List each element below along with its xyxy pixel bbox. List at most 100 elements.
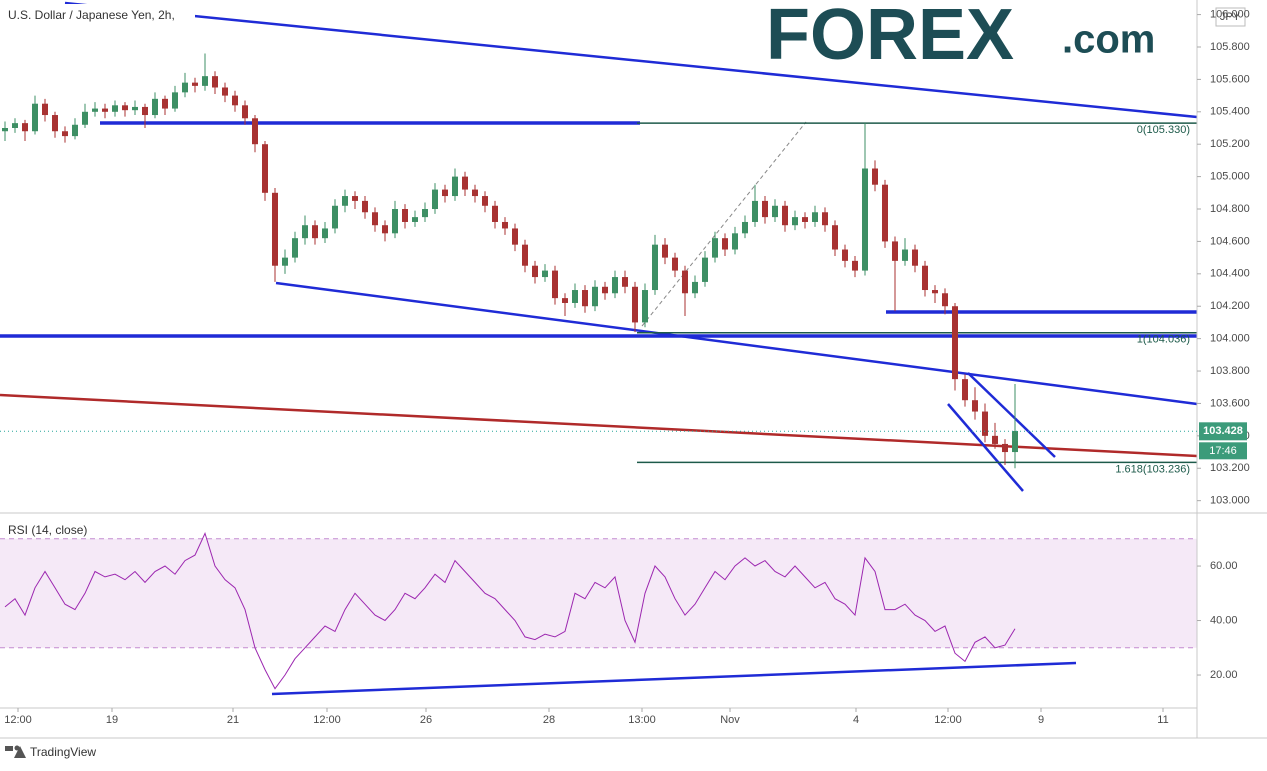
candle-body xyxy=(482,196,488,206)
candle-body xyxy=(642,290,648,323)
candle-body xyxy=(902,249,908,261)
candle-body xyxy=(942,293,948,307)
candle-body xyxy=(82,111,88,125)
y-tick-label: 103.200 xyxy=(1210,462,1250,474)
candle-body xyxy=(622,277,628,287)
candle-body xyxy=(272,192,278,266)
candle-body xyxy=(872,168,878,185)
candle-body xyxy=(262,144,268,193)
last-price-label: 103.428 xyxy=(1203,425,1243,437)
candle-body xyxy=(182,82,188,93)
candle-body xyxy=(592,286,598,307)
candle-body xyxy=(762,200,768,218)
candle-body xyxy=(952,306,958,380)
y-tick-label: 105.400 xyxy=(1210,106,1250,118)
y-tick-label: 104.600 xyxy=(1210,235,1250,247)
candle-body xyxy=(422,209,428,218)
candle-body xyxy=(442,189,448,197)
candle-body xyxy=(702,257,708,282)
candle-body xyxy=(192,82,198,86)
candle-body xyxy=(772,205,778,218)
candle-body xyxy=(382,225,388,234)
x-tick-label: 26 xyxy=(420,714,432,726)
y-tick-label: 20.00 xyxy=(1210,669,1238,681)
x-tick-label: 28 xyxy=(543,714,555,726)
candle-body xyxy=(602,286,608,294)
y-tick-label: 40.00 xyxy=(1210,614,1238,626)
candle-body xyxy=(222,87,228,96)
candle-body xyxy=(132,106,138,111)
candle-body xyxy=(142,106,148,116)
candle-body xyxy=(972,400,978,412)
candle-body xyxy=(452,176,458,197)
candle-body xyxy=(682,270,688,294)
candle-body xyxy=(892,241,898,261)
candle-body xyxy=(1012,430,1018,453)
candle-body xyxy=(632,286,638,323)
y-tick-label: 103.600 xyxy=(1210,397,1250,409)
trendline xyxy=(64,1,1198,119)
candle-body xyxy=(782,205,788,226)
candle-body xyxy=(252,118,258,145)
candle-body xyxy=(22,123,28,132)
candle-body xyxy=(722,238,728,250)
candle-body xyxy=(102,108,108,112)
y-tick-label: 104.800 xyxy=(1210,203,1250,215)
countdown-box xyxy=(1199,442,1247,460)
fib-label: 0(105.330) xyxy=(1137,124,1190,136)
y-tick-label: 106.000 xyxy=(1210,8,1250,20)
currency-box[interactable] xyxy=(1215,7,1246,27)
candle-body xyxy=(612,277,618,294)
candle-body xyxy=(542,270,548,278)
rsi-line xyxy=(4,532,1016,690)
candle-body xyxy=(2,128,8,132)
candle-body xyxy=(532,265,538,278)
y-tick-label: 104.200 xyxy=(1210,300,1250,312)
channel-line xyxy=(947,403,1024,492)
trendline xyxy=(275,281,1198,406)
candle-body xyxy=(92,108,98,112)
x-tick-label: 12:00 xyxy=(934,714,962,726)
candle-body xyxy=(662,244,668,258)
y-tick-label: 105.200 xyxy=(1210,138,1250,150)
candle-body xyxy=(962,379,968,401)
candle-body xyxy=(162,98,168,109)
candle-body xyxy=(42,103,48,116)
candle-body xyxy=(572,290,578,303)
candle-body xyxy=(822,212,828,226)
candle-body xyxy=(752,200,758,222)
rsi-trendline xyxy=(271,661,1077,696)
x-tick-label: 9 xyxy=(1038,714,1044,726)
y-tick-label: 105.000 xyxy=(1210,171,1250,183)
currency: JPY xyxy=(1220,11,1241,23)
candle-body xyxy=(402,209,408,222)
candle-body xyxy=(362,200,368,213)
candle-body xyxy=(502,221,508,229)
candle-body xyxy=(232,95,238,106)
candle-body xyxy=(62,131,68,137)
x-tick-label: 19 xyxy=(106,714,118,726)
candle-body xyxy=(172,92,178,109)
candle-body xyxy=(242,105,248,119)
candle-body xyxy=(32,103,38,132)
tradingview-logo xyxy=(5,745,26,758)
y-tick-label: 60.00 xyxy=(1210,560,1238,572)
candle-body xyxy=(212,76,218,88)
candle-body xyxy=(332,205,338,229)
candle-body xyxy=(802,217,808,222)
trendline xyxy=(0,393,1198,458)
x-tick-label: 4 xyxy=(853,714,859,726)
candle-body xyxy=(712,238,718,258)
candle-body xyxy=(672,257,678,271)
candle-body xyxy=(812,212,818,222)
candle-body xyxy=(462,176,468,190)
fib-label: 1(104.036) xyxy=(1137,334,1190,346)
countdown: 17:46 xyxy=(1209,445,1237,457)
candle-body xyxy=(882,184,888,242)
candle-body xyxy=(852,260,858,271)
candle-body xyxy=(552,270,558,299)
channel-line xyxy=(967,372,1056,458)
rsi-title: RSI (14, close) xyxy=(8,523,87,537)
